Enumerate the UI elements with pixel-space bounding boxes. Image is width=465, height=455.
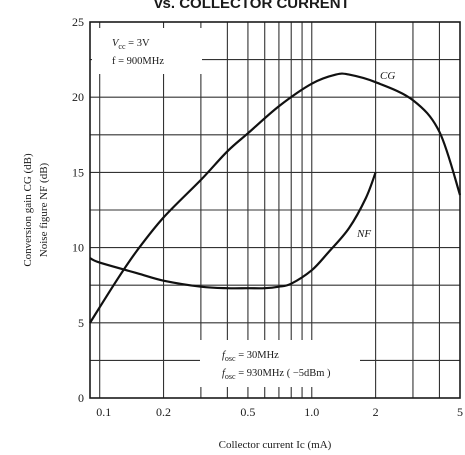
series-line-nf	[89, 172, 377, 290]
annotation-vcc: Vcc = 3V	[112, 38, 150, 51]
x-tick-label: 0.2	[156, 405, 171, 419]
chart-title: vs. COLLECTOR CURRENT	[154, 0, 350, 12]
annotation-box-bottom	[200, 340, 360, 387]
x-tick-label: 1.0	[304, 405, 319, 419]
y-tick-label: 25	[72, 15, 84, 29]
annotation-fosc-2: fosc = 930MHz ( −5dBm )	[222, 368, 331, 381]
curves	[89, 72, 462, 324]
y-tick-label: 15	[72, 165, 84, 179]
annotation-fosc-1: fosc = 30MHz	[222, 350, 279, 363]
x-tick-label: 2	[373, 405, 379, 419]
annotation-box-top	[92, 28, 202, 74]
series-label-cg: CG	[380, 70, 395, 82]
y-tick-label: 5	[78, 316, 84, 330]
x-tick-label: 0.5	[240, 405, 255, 419]
y-tick-label: 0	[78, 391, 84, 405]
x-tick-label: 5	[457, 405, 463, 419]
y-tick-label: 20	[72, 90, 84, 104]
y-axis-label-nf: Noise figure NF (dB)	[38, 162, 50, 257]
annotation-freq: f = 900MHz	[112, 56, 164, 67]
series-line-cg	[89, 72, 462, 324]
y-axis-label-cg: Conversion gain CG (dB)	[22, 153, 34, 267]
y-tick-label: 10	[72, 241, 84, 255]
series-label-nf: NF	[356, 228, 371, 240]
x-tick-label: 0.1	[96, 405, 111, 419]
x-axis-label: Collector current Ic (mA)	[219, 439, 332, 451]
plot-frame	[89, 21, 461, 399]
